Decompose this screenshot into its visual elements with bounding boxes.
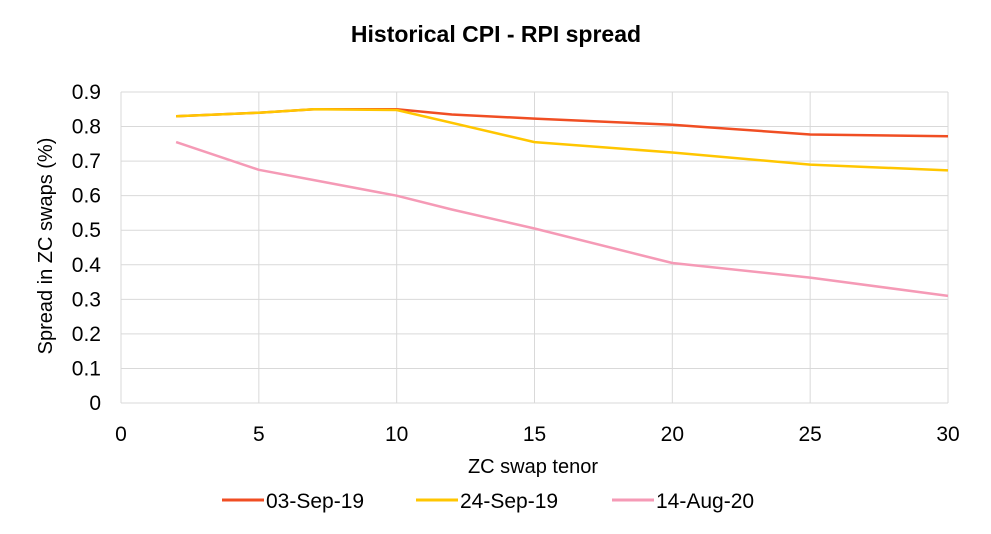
y-tick-label: 0.6 bbox=[72, 185, 101, 208]
y-tick-label: 0.8 bbox=[72, 116, 101, 139]
x-tick-label: 15 bbox=[523, 423, 546, 446]
y-tick-label: 0 bbox=[89, 392, 101, 415]
y-tick-label: 0.7 bbox=[72, 150, 101, 173]
x-tick-labels: 0 5 10 15 20 25 30 bbox=[115, 423, 960, 446]
x-tick-label: 5 bbox=[253, 423, 265, 446]
legend-label: 03-Sep-19 bbox=[266, 490, 364, 513]
y-tick-labels: 0 0.1 0.2 0.3 0.4 0.5 0.6 0.7 0.8 0.9 bbox=[72, 81, 102, 415]
y-tick-label: 0.3 bbox=[72, 288, 101, 311]
y-tick-label: 0.4 bbox=[72, 254, 102, 277]
series-line-2 bbox=[176, 108, 949, 172]
legend-label: 14-Aug-20 bbox=[656, 490, 754, 513]
y-tick-label: 0.2 bbox=[72, 323, 101, 346]
y-tick-label: 0.9 bbox=[72, 81, 101, 104]
grid bbox=[120, 91, 949, 404]
x-tick-label: 20 bbox=[661, 423, 684, 446]
legend: 03-Sep-19 24-Sep-19 14-Aug-20 bbox=[222, 490, 754, 513]
chart-title: Historical CPI - RPI spread bbox=[351, 21, 641, 47]
legend-label: 24-Sep-19 bbox=[460, 490, 558, 513]
series-lines bbox=[175, 108, 949, 298]
x-axis-label: ZC swap tenor bbox=[468, 456, 598, 478]
y-tick-label: 0.5 bbox=[72, 219, 101, 242]
series-line-3 bbox=[175, 140, 949, 298]
series-line-1 bbox=[176, 108, 949, 138]
x-tick-label: 10 bbox=[385, 423, 408, 446]
x-tick-label: 0 bbox=[115, 423, 127, 446]
y-axis-label: Spread in ZC swaps (%) bbox=[35, 138, 57, 355]
x-tick-label: 30 bbox=[936, 423, 959, 446]
y-tick-label: 0.1 bbox=[72, 357, 101, 380]
x-tick-label: 25 bbox=[798, 423, 821, 446]
